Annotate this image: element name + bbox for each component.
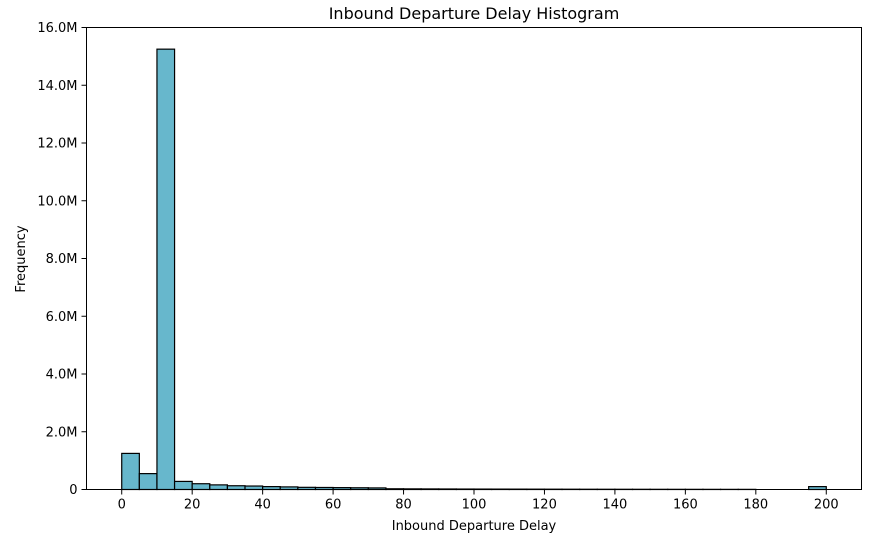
x-tick-label: 180 [743, 498, 768, 513]
y-axis-ticks: 0 2.0M 4.0M 6.0M 8.0M 10.0M 12.0M 14.0M 16.0M [37, 21, 87, 498]
x-axis-label: Inbound Departure Delay [392, 519, 557, 534]
y-tick-label: 0 [69, 483, 77, 498]
x-axis-ticks: 0 20 40 60 80 100 120 140 160 180 200 [118, 489, 839, 513]
y-tick-label: 14.0M [37, 79, 77, 94]
x-tick-label: 60 [325, 498, 342, 513]
y-tick-label: 10.0M [37, 194, 77, 209]
histogram-bar [138, 473, 158, 491]
y-tick-label: 2.0M [46, 425, 78, 440]
x-tick-label: 20 [184, 498, 201, 513]
histogram-bar [191, 483, 211, 491]
x-tick-label: 160 [673, 498, 698, 513]
histogram-bar [173, 480, 193, 491]
x-tick-label: 100 [462, 498, 487, 513]
x-tick-label: 0 [118, 498, 126, 513]
x-tick-label: 200 [814, 498, 839, 513]
plot-frame [86, 27, 862, 490]
histogram-bar [156, 48, 176, 491]
y-tick-label: 6.0M [46, 310, 78, 325]
histogram-bar [209, 484, 229, 491]
chart-title: Inbound Departure Delay Histogram [329, 4, 620, 23]
histogram-bar [121, 452, 140, 491]
y-tick-label: 12.0M [37, 137, 77, 152]
y-tick-label: 16.0M [37, 21, 77, 36]
x-tick-label: 140 [602, 498, 627, 513]
bars-group [121, 48, 827, 491]
x-tick-label: 80 [395, 498, 412, 513]
histogram-bar [226, 485, 246, 491]
x-tick-label: 40 [254, 498, 271, 513]
histogram-bar [244, 485, 264, 491]
y-axis-label: Frequency [14, 225, 29, 292]
y-tick-label: 8.0M [46, 252, 78, 267]
y-tick-label: 4.0M [46, 368, 78, 383]
x-tick-label: 120 [532, 498, 557, 513]
